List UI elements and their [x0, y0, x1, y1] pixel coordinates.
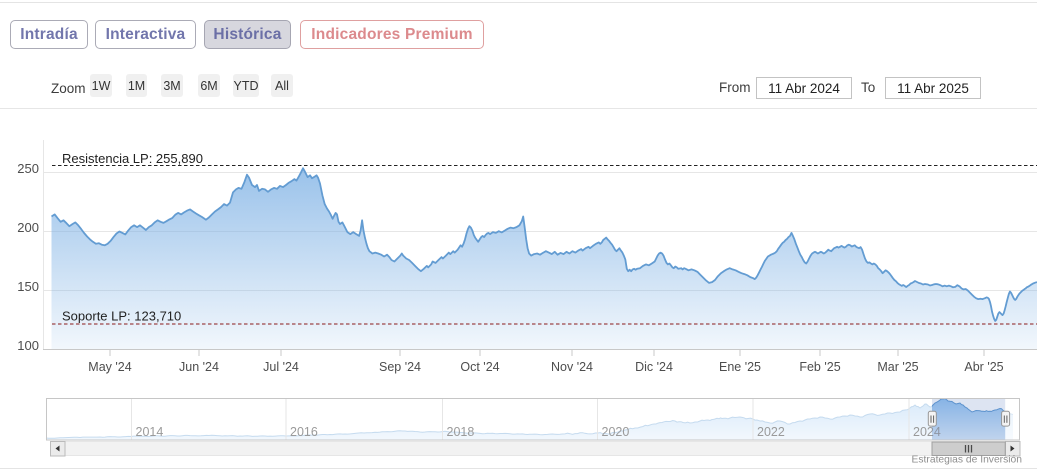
svg-text:Feb '25: Feb '25 — [799, 360, 840, 374]
svg-text:May '24: May '24 — [88, 360, 131, 374]
svg-text:Estrategias de Inversión: Estrategias de Inversión — [912, 455, 1023, 466]
svg-text:2024: 2024 — [913, 425, 941, 439]
svg-text:2020: 2020 — [602, 425, 630, 439]
svg-text:200: 200 — [17, 220, 39, 235]
svg-text:Resistencia LP: 255,890: Resistencia LP: 255,890 — [62, 151, 203, 166]
svg-text:2014: 2014 — [136, 425, 164, 439]
svg-text:100: 100 — [17, 338, 39, 353]
svg-text:250: 250 — [17, 161, 39, 176]
svg-text:2016: 2016 — [290, 425, 318, 439]
svg-text:Oct '24: Oct '24 — [460, 360, 499, 374]
svg-text:Dic '24: Dic '24 — [635, 360, 673, 374]
svg-text:Nov '24: Nov '24 — [551, 360, 593, 374]
svg-text:Mar '25: Mar '25 — [877, 360, 918, 374]
svg-text:Abr '25: Abr '25 — [964, 360, 1003, 374]
svg-text:Sep '24: Sep '24 — [379, 360, 421, 374]
svg-text:150: 150 — [17, 279, 39, 294]
svg-text:Soporte LP: 123,710: Soporte LP: 123,710 — [62, 309, 181, 324]
svg-text:2022: 2022 — [757, 425, 785, 439]
svg-text:2018: 2018 — [447, 425, 475, 439]
svg-text:Jul '24: Jul '24 — [263, 360, 299, 374]
svg-text:Jun '24: Jun '24 — [179, 360, 219, 374]
svg-text:Ene '25: Ene '25 — [719, 360, 761, 374]
